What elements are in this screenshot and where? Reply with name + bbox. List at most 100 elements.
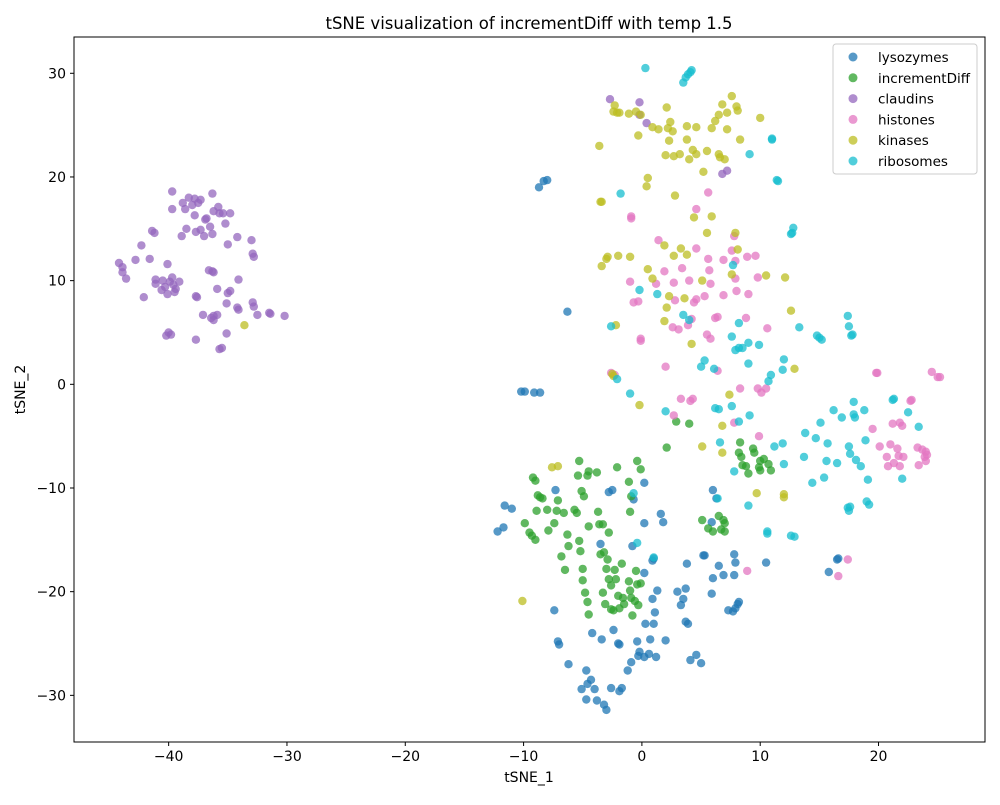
point-ribosomes-84 xyxy=(715,438,725,447)
point-ribosomes-65 xyxy=(845,449,855,458)
point-incrementDiff-91 xyxy=(750,448,759,457)
point-ribosomes-0 xyxy=(641,63,650,73)
point-claudins-13 xyxy=(158,276,167,285)
point-ribosomes-23 xyxy=(744,338,753,347)
point-kinases-8 xyxy=(595,141,604,151)
point-incrementDiff-88 xyxy=(741,462,751,471)
point-histones-59 xyxy=(843,555,852,564)
point-ribosomes-17 xyxy=(653,289,662,299)
point-incrementDiff-71 xyxy=(625,507,635,516)
point-lysozymes-61 xyxy=(682,559,692,568)
point-histones-43 xyxy=(763,324,772,333)
point-incrementDiff-21 xyxy=(572,508,581,518)
point-ribosomes-49 xyxy=(745,411,754,420)
point-histones-26 xyxy=(706,279,715,288)
point-ribosomes-74 xyxy=(860,406,869,415)
point-histones-31 xyxy=(719,291,728,300)
point-lysozymes-46 xyxy=(696,659,706,668)
point-lysozymes-13 xyxy=(550,606,559,615)
point-ribosomes-31 xyxy=(843,311,852,321)
point-lysozymes-87 xyxy=(596,539,605,549)
point-histones-38 xyxy=(743,252,752,261)
point-claudins-5 xyxy=(137,241,146,250)
point-histones-64 xyxy=(882,452,891,462)
point-incrementDiff-73 xyxy=(662,443,671,452)
point-incrementDiff-89 xyxy=(744,469,753,478)
point-incrementDiff-29 xyxy=(573,471,583,480)
point-ribosomes-75 xyxy=(861,436,870,445)
point-incrementDiff-68 xyxy=(633,456,642,466)
point-claudins-89 xyxy=(722,166,732,175)
point-ribosomes-62 xyxy=(832,458,842,468)
point-incrementDiff-51 xyxy=(611,575,621,584)
legend: lysozymes incrementDiff claudins histones ki… xyxy=(832,43,978,175)
point-lysozymes-68 xyxy=(730,570,739,580)
point-histones-57 xyxy=(743,566,752,576)
point-histones-86 xyxy=(669,411,678,420)
point-claudins-79 xyxy=(213,284,222,294)
point-histones-75 xyxy=(907,395,916,405)
point-claudins-66 xyxy=(280,311,289,321)
point-incrementDiff-15 xyxy=(559,508,568,518)
point-ribosomes-54 xyxy=(799,452,809,462)
point-kinases-3 xyxy=(615,108,624,117)
point-ribosomes-92 xyxy=(629,489,638,498)
point-incrementDiff-57 xyxy=(624,577,634,586)
point-kinases-55 xyxy=(669,251,678,260)
point-incrementDiff-19 xyxy=(564,541,573,551)
point-kinases-66 xyxy=(727,270,736,279)
point-lysozymes-49 xyxy=(641,619,650,628)
point-claudins-20 xyxy=(168,273,177,282)
point-ribosomes-50 xyxy=(770,442,779,451)
point-claudins-25 xyxy=(163,259,172,269)
point-kinases-4 xyxy=(624,109,634,118)
x-axis-ticks: −40 −30 −20 −10 0 10 20 xyxy=(154,742,887,765)
point-claudins-18 xyxy=(166,330,176,339)
point-ribosomes-5 xyxy=(687,66,696,75)
point-claudins-48 xyxy=(218,209,228,218)
y-tick-label-5: 20 xyxy=(48,170,66,186)
point-ribosomes-68 xyxy=(845,502,855,511)
point-histones-42 xyxy=(753,273,762,282)
point-incrementDiff-46 xyxy=(606,581,616,590)
x-tick-label-5: 10 xyxy=(751,749,769,765)
point-kinases-60 xyxy=(664,292,674,301)
point-incrementDiff-94 xyxy=(754,463,764,472)
legend-items: lysozymes incrementDiff claudins histones ki… xyxy=(848,50,971,170)
point-ribosomes-56 xyxy=(811,434,820,443)
legend-marker-incrementDiff xyxy=(848,73,858,83)
point-ribosomes-78 xyxy=(863,475,873,484)
y-tick-label-3: 0 xyxy=(57,377,66,393)
point-claudins-63 xyxy=(253,310,262,320)
point-ribosomes-15 xyxy=(728,260,738,270)
legend-label-lysozymes: lysozymes xyxy=(878,50,949,66)
point-lysozymes-2 xyxy=(534,183,544,192)
point-kinases-38 xyxy=(718,100,727,109)
point-incrementDiff-36 xyxy=(593,507,603,516)
point-ribosomes-81 xyxy=(898,474,907,483)
point-kinases-53 xyxy=(660,241,669,250)
point-claudins-3 xyxy=(121,274,131,283)
point-kinases-77 xyxy=(752,489,761,498)
point-incrementDiff-44 xyxy=(603,555,612,564)
point-incrementDiff-17 xyxy=(560,565,570,575)
point-kinases-31 xyxy=(692,150,701,159)
point-ribosomes-16 xyxy=(635,285,644,295)
point-lysozymes-3 xyxy=(563,307,572,316)
y-tick-label-0: −30 xyxy=(36,688,66,704)
point-claudins-87 xyxy=(642,118,651,128)
point-lysozymes-24 xyxy=(583,679,592,689)
point-kinases-33 xyxy=(699,167,708,176)
point-histones-44 xyxy=(704,188,713,197)
point-lysozymes-17 xyxy=(582,666,591,675)
point-kinases-39 xyxy=(722,108,732,117)
point-ribosomes-64 xyxy=(844,442,854,451)
point-ribosomes-61 xyxy=(829,406,838,415)
point-histones-82 xyxy=(921,456,930,466)
point-claudins-65 xyxy=(266,309,275,318)
point-histones-23 xyxy=(700,292,709,301)
point-ribosomes-47 xyxy=(727,401,736,411)
point-histones-45 xyxy=(692,204,701,214)
point-histones-55 xyxy=(761,384,771,393)
